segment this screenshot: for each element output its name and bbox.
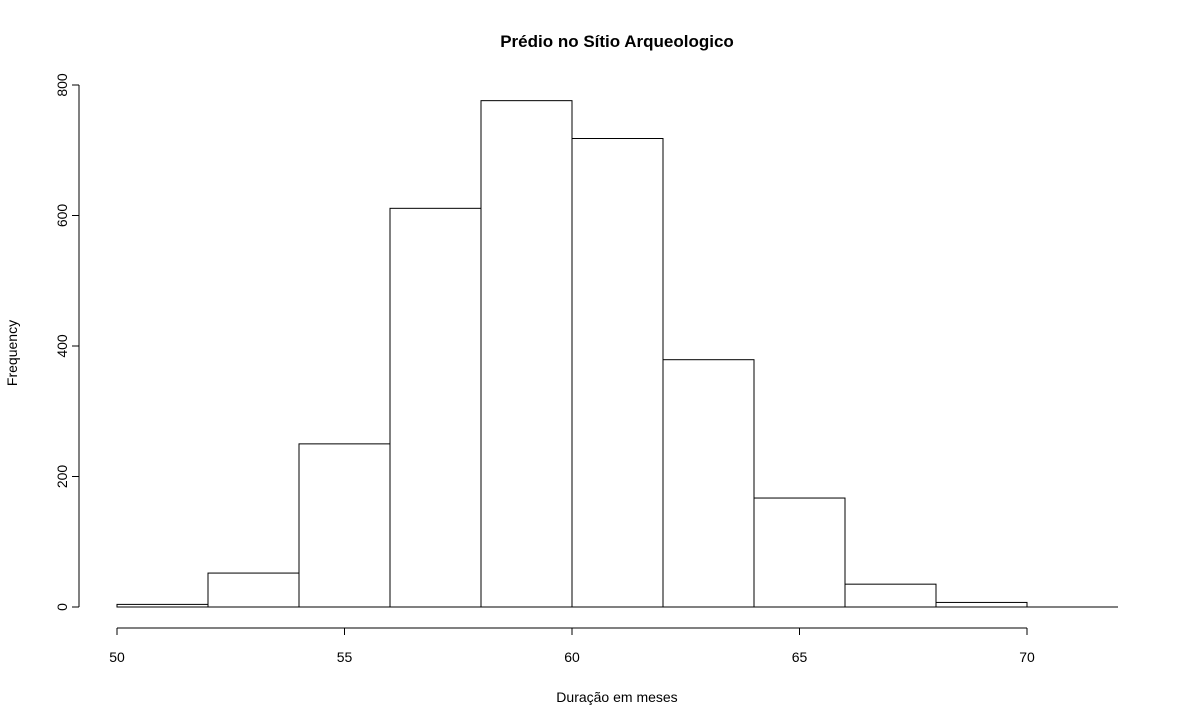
y-axis-label: Frequency [4,320,20,386]
y-axis: 0 200 400 600 800 [54,73,80,611]
x-tick-label-70: 70 [1019,649,1035,665]
y-tick-label-600: 600 [54,204,70,228]
y-tick-label-800: 800 [54,73,70,97]
histogram-bar-66-68 [844,583,937,608]
x-tick-label-65: 65 [792,649,808,665]
y-tick-label-400: 400 [54,334,70,358]
histogram-bar-56-58 [389,207,482,608]
y-tick-label-0: 0 [54,603,70,611]
x-tick-label-60: 60 [564,649,580,665]
histogram-bar-60-62 [571,138,664,608]
chart-title: Prédio no Sítio Arqueologico [500,32,734,51]
x-tick-label-50: 50 [109,649,125,665]
x-axis: 50 55 60 65 70 [109,627,1035,665]
x-tick-label-55: 55 [337,649,353,665]
histogram-bar-52-54 [207,572,300,608]
x-axis-label: Duração em meses [556,689,677,705]
histogram-bar-68-70 [935,601,1028,608]
histogram-bar-62-64 [662,359,755,608]
y-tick-label-200: 200 [54,465,70,489]
bars-group [116,100,1028,608]
histogram-bar-54-56 [298,443,391,608]
histogram-bar-58-60 [480,100,573,608]
histogram-bar-64-66 [753,497,846,608]
